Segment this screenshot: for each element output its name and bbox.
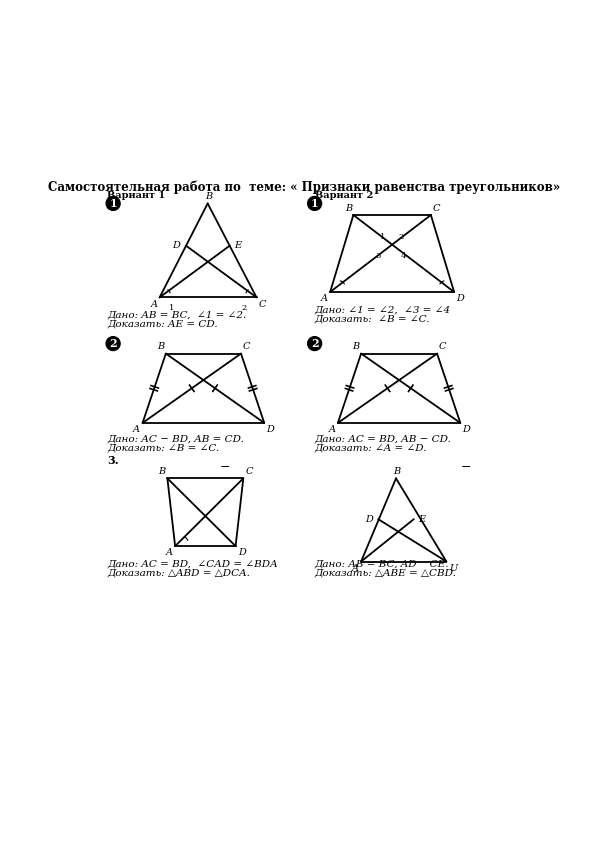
Text: Дано: AC = BD, AB − CD.: Дано: AC = BD, AB − CD. <box>315 434 452 444</box>
Text: A: A <box>328 425 336 434</box>
Text: −: − <box>220 461 231 474</box>
Text: D: D <box>463 425 471 434</box>
Text: Доказать: △ABE = △CBD.: Доказать: △ABE = △CBD. <box>315 568 456 578</box>
Text: C: C <box>246 467 253 476</box>
Text: Доказать: △ABD = △DCA.: Доказать: △ABD = △DCA. <box>107 568 250 578</box>
Text: B: B <box>157 343 164 351</box>
Text: 4: 4 <box>400 252 406 260</box>
Circle shape <box>106 196 120 210</box>
Text: Доказать: ∠B = ∠C.: Доказать: ∠B = ∠C. <box>107 444 219 453</box>
Text: E: E <box>234 241 242 250</box>
Text: Вариант 1: Вариант 1 <box>107 191 165 200</box>
Text: 2: 2 <box>399 233 404 241</box>
Text: B: B <box>158 467 165 476</box>
Text: Доказать:  ∠B = ∠C.: Доказать: ∠B = ∠C. <box>315 314 430 323</box>
Text: Вариант 2: Вариант 2 <box>315 191 373 200</box>
Text: C: C <box>243 343 250 351</box>
Text: 1: 1 <box>380 233 386 241</box>
Text: 1: 1 <box>109 198 117 209</box>
Text: 1: 1 <box>311 198 318 209</box>
Text: B: B <box>205 192 212 201</box>
Text: Самостоятельная работа по  теме: « Признаки равенства треугольников»: Самостоятельная работа по теме: « Призна… <box>48 180 560 194</box>
Text: C: C <box>433 204 440 213</box>
Text: E: E <box>418 514 425 524</box>
Text: D: D <box>456 295 464 303</box>
Text: Дано: AB = BC, AD    CE.: Дано: AB = BC, AD CE. <box>315 559 449 568</box>
Text: Доказать: AE = CD.: Доказать: AE = CD. <box>107 320 218 328</box>
Text: A: A <box>133 425 140 434</box>
Text: 3: 3 <box>375 252 381 260</box>
Text: B: B <box>352 343 359 351</box>
Text: B: B <box>345 204 352 213</box>
Text: 3.: 3. <box>107 456 118 466</box>
Text: B: B <box>393 467 400 476</box>
Text: C: C <box>259 300 267 309</box>
Text: 2: 2 <box>311 338 318 349</box>
Text: A: A <box>352 564 359 573</box>
Text: D: D <box>238 548 246 557</box>
Text: Дано: ∠1 = ∠2,  ∠3 = ∠4: Дано: ∠1 = ∠2, ∠3 = ∠4 <box>315 305 451 314</box>
Circle shape <box>106 337 120 350</box>
Text: −: − <box>461 461 471 474</box>
Text: Дано: AB = BC,  ∠1 = ∠2.: Дано: AB = BC, ∠1 = ∠2. <box>107 311 246 319</box>
Text: U: U <box>449 564 457 573</box>
Text: A: A <box>166 548 173 557</box>
Text: Дано: AC − BD, AB = CD.: Дано: AC − BD, AB = CD. <box>107 434 244 444</box>
Text: 2: 2 <box>109 338 117 349</box>
Text: Дано: AC = BD,  ∠CAD = ∠BDA: Дано: AC = BD, ∠CAD = ∠BDA <box>107 559 277 568</box>
Text: D: D <box>366 514 374 524</box>
Text: D: D <box>267 425 274 434</box>
Text: 2: 2 <box>242 304 247 312</box>
Text: C: C <box>439 343 446 351</box>
Circle shape <box>308 196 322 210</box>
Text: A: A <box>321 295 328 303</box>
Text: A: A <box>151 300 157 309</box>
Text: 1: 1 <box>169 304 174 312</box>
Circle shape <box>308 337 322 350</box>
Text: D: D <box>172 241 180 250</box>
Text: Доказать: ∠A = ∠D.: Доказать: ∠A = ∠D. <box>315 444 427 453</box>
